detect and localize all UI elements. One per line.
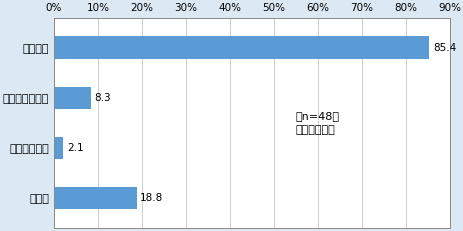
Bar — [54, 137, 63, 159]
Text: （n=48）
（複数回答）: （n=48） （複数回答） — [295, 110, 339, 135]
Text: 2.1: 2.1 — [67, 143, 83, 153]
Text: 18.8: 18.8 — [140, 193, 163, 203]
Bar — [54, 187, 137, 210]
Text: 85.4: 85.4 — [432, 43, 455, 53]
Bar — [54, 87, 90, 109]
Bar — [54, 36, 429, 59]
Text: 8.3: 8.3 — [94, 93, 110, 103]
